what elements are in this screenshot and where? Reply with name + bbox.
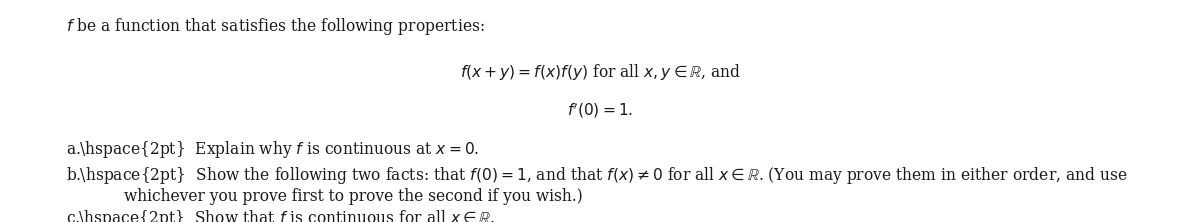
Text: whichever you prove first to prove the second if you wish.): whichever you prove first to prove the s… bbox=[124, 188, 582, 205]
Text: a.\hspace{2pt}  Explain why $f$ is continuous at $x = 0$.: a.\hspace{2pt} Explain why $f$ is contin… bbox=[66, 139, 480, 160]
Text: c.\hspace{2pt}  Show that $f$ is continuous for all $x \in \mathbb{R}$.: c.\hspace{2pt} Show that $f$ is continuo… bbox=[66, 208, 496, 222]
Text: b.\hspace{2pt}  Show the following two facts: that $f(0) = 1$, and that $f(x) \n: b.\hspace{2pt} Show the following two fa… bbox=[66, 165, 1128, 186]
Text: $f^{\prime}(0) = 1.$: $f^{\prime}(0) = 1.$ bbox=[566, 101, 634, 120]
Text: $f$ be a function that satisfies the following properties:: $f$ be a function that satisfies the fol… bbox=[66, 16, 485, 37]
Text: $f(x+y) = f(x)f(y)$ for all $x, y \in \mathbb{R}$, and: $f(x+y) = f(x)f(y)$ for all $x, y \in \m… bbox=[460, 62, 740, 82]
